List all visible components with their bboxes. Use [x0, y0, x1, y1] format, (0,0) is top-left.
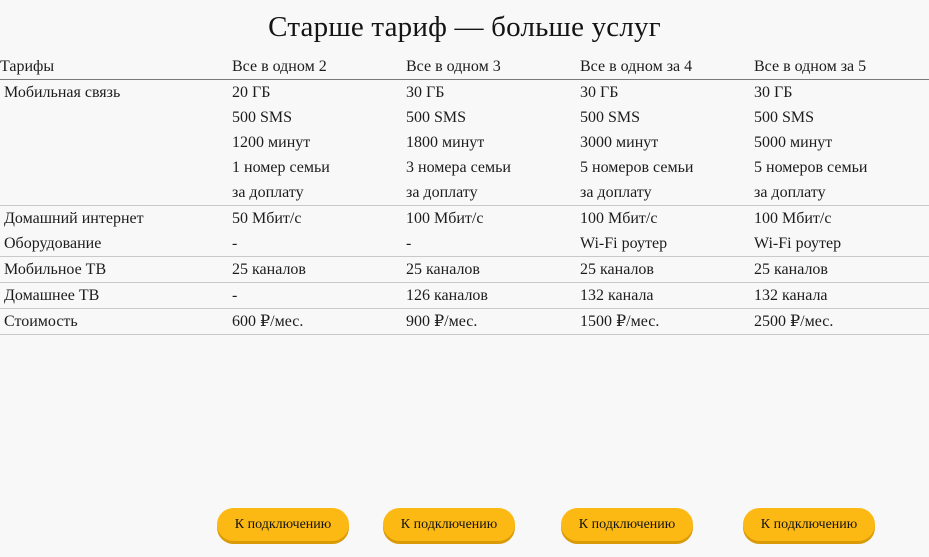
cell-line: 50 Мбит/с	[232, 210, 302, 227]
table-header: Тарифы Все в одном 2 Все в одном 3 Все в…	[0, 54, 929, 80]
tariff-comparison-table: Тарифы Все в одном 2 Все в одном 3 Все в…	[0, 54, 929, 335]
cell-line: 100 Мбит/с	[406, 210, 484, 227]
connect-button-plan-1[interactable]: К подключению	[216, 508, 350, 541]
row-label-mobile: Мобильная связь	[4, 84, 121, 101]
cell-line: 5000 минут	[754, 134, 833, 151]
cell-home-tv-plan-4: 132 канала	[754, 283, 929, 309]
cta-slot-plan-3: К подключению	[540, 508, 714, 541]
cell-line: 30 ГБ	[754, 84, 793, 101]
cell-line: за доплату	[232, 184, 304, 201]
table-header-row: Тарифы Все в одном 2 Все в одном 3 Все в…	[0, 54, 929, 80]
cell-line: 1800 минут	[406, 134, 485, 151]
cell-line: 3 номера семьи	[406, 159, 511, 176]
page-title: Старше тариф — больше услуг	[268, 11, 661, 43]
table-row: Домашний интернет Оборудование 50 Мбит/с…	[0, 206, 929, 257]
table-row: Стоимость 600 ₽/мес. 900 ₽/мес. 1500 ₽/м…	[0, 309, 929, 335]
table-row: Домашнее ТВ - 126 каналов 132 канала 132…	[0, 283, 929, 309]
cell-line: 132 канала	[754, 287, 828, 304]
cell-internet-plan-4: 100 Мбит/с Wi-Fi роутер	[754, 206, 929, 257]
cell-home-tv-plan-2: 126 каналов	[406, 283, 580, 309]
cell-line: 500 SMS	[754, 109, 815, 126]
row-label-home-tv: Домашнее ТВ	[4, 287, 100, 304]
cell-line: 25 каналов	[580, 261, 654, 278]
cell-mobile-tv-plan-3: 25 каналов	[580, 257, 754, 283]
cell-line: Wi-Fi роутер	[580, 235, 668, 252]
cell-line: 25 каналов	[232, 261, 306, 278]
cell-line: 900 ₽/мес.	[406, 313, 478, 330]
cell-line: 100 Мбит/с	[580, 210, 658, 227]
cell-line: 500 SMS	[406, 109, 467, 126]
connect-button-plan-2[interactable]: К подключению	[382, 508, 516, 541]
cell-line: 3000 минут	[580, 134, 659, 151]
cell-line: Wi-Fi роутер	[754, 235, 842, 252]
cell-line: 1200 минут	[232, 134, 311, 151]
cell-line: 30 ГБ	[580, 84, 619, 101]
cell-line: за доплату	[406, 184, 478, 201]
cell-mobile-plan-2: 30 ГБ 500 SMS 1800 минут 3 номера семьи …	[406, 80, 580, 206]
column-header-plan-1: Все в одном 2	[232, 58, 327, 75]
cell-line: 1 номер семьи	[232, 159, 330, 176]
cell-line: за доплату	[580, 184, 652, 201]
cta-slot-plan-4: К подключению	[722, 508, 896, 541]
cell-line: 500 SMS	[232, 109, 293, 126]
cell-line: 132 канала	[580, 287, 654, 304]
column-header-plan-2: Все в одном 3	[406, 58, 501, 75]
cta-button-row: К подключению К подключению К подключени…	[0, 508, 929, 557]
cell-price-plan-4: 2500 ₽/мес.	[754, 309, 929, 335]
column-header-plan-3: Все в одном за 4	[580, 58, 693, 75]
connect-button-plan-3[interactable]: К подключению	[560, 508, 694, 541]
cell-internet-plan-3: 100 Мбит/с Wi-Fi роутер	[580, 206, 754, 257]
cell-internet-plan-1: 50 Мбит/с -	[232, 206, 406, 257]
cell-line: 600 ₽/мес.	[232, 313, 304, 330]
cell-line: 100 Мбит/с	[754, 210, 832, 227]
row-label-line: Оборудование	[4, 235, 102, 252]
cell-mobile-plan-4: 30 ГБ 500 SMS 5000 минут 5 номеров семьи…	[754, 80, 929, 206]
row-label-line: Домашний интернет	[4, 210, 144, 227]
row-label-mobile-tv: Мобильное ТВ	[4, 261, 107, 278]
cell-line: -	[232, 287, 238, 304]
cell-mobile-plan-3: 30 ГБ 500 SMS 3000 минут 5 номеров семьи…	[580, 80, 754, 206]
cell-line: -	[406, 235, 412, 252]
cell-line: 25 каналов	[754, 261, 828, 278]
table-body: Мобильная связь 20 ГБ 500 SMS 1200 минут…	[0, 80, 929, 335]
column-header-plan-4: Все в одном за 5	[754, 58, 867, 75]
cell-home-tv-plan-3: 132 канала	[580, 283, 754, 309]
cell-line: за доплату	[754, 184, 826, 201]
cell-mobile-plan-1: 20 ГБ 500 SMS 1200 минут 1 номер семьи з…	[232, 80, 406, 206]
cell-line: 5 номеров семьи	[580, 159, 694, 176]
cell-internet-plan-2: 100 Мбит/с -	[406, 206, 580, 257]
cell-line: 2500 ₽/мес.	[754, 313, 834, 330]
cell-line: 126 каналов	[406, 287, 488, 304]
cta-slot-plan-2: К подключению	[362, 508, 536, 541]
column-header-label: Тарифы	[0, 58, 55, 75]
table-row: Мобильная связь 20 ГБ 500 SMS 1200 минут…	[0, 80, 929, 206]
row-label-internet: Домашний интернет Оборудование	[0, 206, 232, 257]
cell-line: 1500 ₽/мес.	[580, 313, 660, 330]
cell-line: 25 каналов	[406, 261, 480, 278]
cell-line: 30 ГБ	[406, 84, 445, 101]
cell-mobile-tv-plan-1: 25 каналов	[232, 257, 406, 283]
cell-home-tv-plan-1: -	[232, 283, 406, 309]
cell-line: -	[232, 235, 238, 252]
row-label-price: Стоимость	[4, 313, 78, 330]
cell-price-plan-2: 900 ₽/мес.	[406, 309, 580, 335]
cell-line: 500 SMS	[580, 109, 641, 126]
cell-mobile-tv-plan-2: 25 каналов	[406, 257, 580, 283]
cell-line: 5 номеров семьи	[754, 159, 868, 176]
cta-slot-plan-1: К подключению	[196, 508, 370, 541]
cell-line: 20 ГБ	[232, 84, 271, 101]
table-row: Мобильное ТВ 25 каналов 25 каналов 25 ка…	[0, 257, 929, 283]
cell-mobile-tv-plan-4: 25 каналов	[754, 257, 929, 283]
cell-price-plan-3: 1500 ₽/мес.	[580, 309, 754, 335]
cell-price-plan-1: 600 ₽/мес.	[232, 309, 406, 335]
connect-button-plan-4[interactable]: К подключению	[742, 508, 876, 541]
